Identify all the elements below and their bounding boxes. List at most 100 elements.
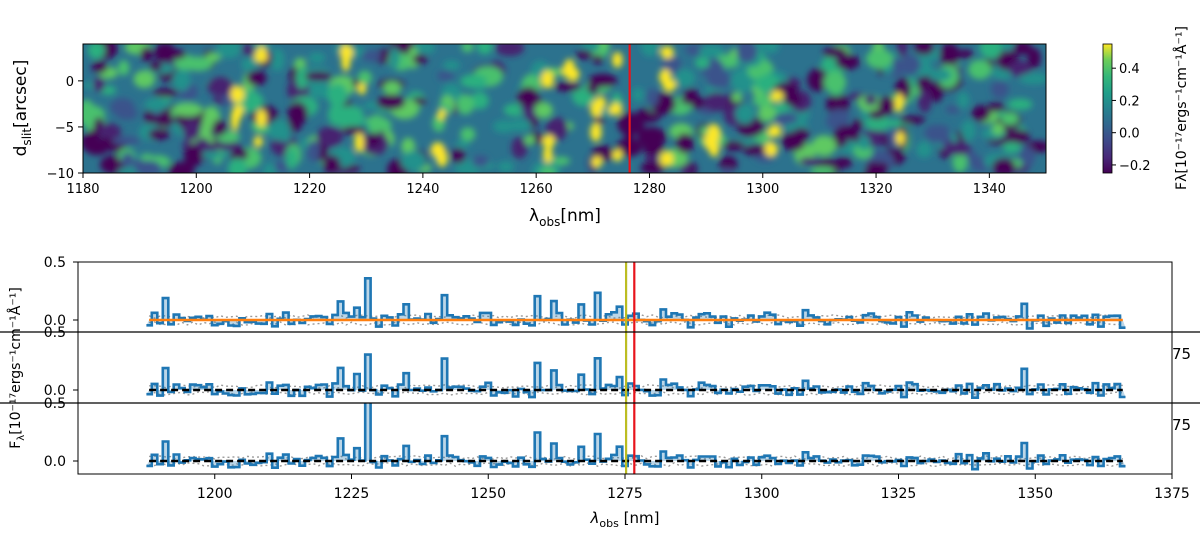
heatmap-blob [637,126,667,147]
heatmap-bright-spot [594,96,606,109]
heatmap-bright-spot [659,69,672,85]
heatmap-blob [470,92,489,110]
heatmap-blob [928,68,952,82]
heatmap-blob [539,166,557,173]
clipped-right-tick-1: 75 [1172,345,1191,363]
heatmap-blob [592,54,604,65]
heatmap-bright-spot [230,109,243,121]
heatmap-blob [917,74,933,95]
heatmap-blob [743,144,766,156]
colorbar-label: Fλ[10⁻¹⁷ergs⁻¹cm⁻¹Å⁻¹] [1173,26,1190,190]
heatmap-blob [83,99,94,122]
heatmap-blob [91,60,108,74]
heatmap-bright-spot [709,141,720,157]
heatmap-blob [183,145,203,167]
heatmap-bright-spot [894,93,904,113]
heatmap-blob [93,76,105,92]
heatmap-blob [214,140,241,151]
spectrum-y-tick-label: 0.0 [44,454,66,470]
heatmap-blob [304,71,333,82]
heatmap-blob [781,131,806,152]
heatmap-blob [575,50,594,60]
colorbar-tick-label: 0.4 [1119,62,1140,77]
heatmap-blob [823,71,847,94]
heatmap-blob [675,133,694,154]
heatmap-blob [592,145,613,156]
heatmap-blob [968,59,992,80]
heatmap-blob [828,109,851,123]
heatmap-blob [246,70,267,86]
heatmap-blob [228,147,249,161]
heatmap-blob [640,44,660,57]
heatmap-bright-spot [543,146,553,163]
spectrum-line [146,353,1126,399]
heatmap-blob [1007,98,1033,111]
heatmap-blob [719,156,738,172]
heatmap-blob [296,66,308,90]
heatmap-blob [811,135,837,157]
heatmap-blob [952,152,968,173]
clipped-right-tick-2: 75 [1172,416,1191,434]
spectrum-y-tick-label: 0.0 [44,313,66,329]
heatmap-blob [173,103,203,117]
heatmap-ylabel: dslit[arcsec] [11,60,34,157]
heatmap-blob [443,60,461,71]
heatmap-blob [1003,129,1030,144]
heatmap-blob [991,122,1005,136]
heatmap-blob [110,98,135,116]
heatmap-blob [865,115,891,131]
heatmap-blob [497,161,515,173]
heatmap-blob [918,88,932,113]
colorbar: 0.4 0.2 0.0 −0.2 Fλ[10⁻¹⁷ergs⁻¹cm⁻¹Å⁻¹] [1102,26,1190,190]
heatmap-bright-spot [612,149,623,162]
heatmap-blob [456,94,475,115]
heatmap-blob [762,44,780,54]
heatmap-blob [868,109,886,120]
heatmap-bright-spot [437,109,446,121]
heatmap-bright-spot [764,142,778,157]
heatmap-blob [1001,112,1019,125]
heatmap-blob [640,161,665,173]
spectrum-panels: 0.50.00.50.00.50.0 1200 1225 1250 1275 1300 1… [0,255,1200,530]
heatmap-blob [133,70,156,88]
heatmap-blob [140,46,153,62]
heatmap-blob [947,142,971,156]
spectrum-x-tick-label: 1325 [881,486,917,502]
heatmap-blob [322,155,341,173]
heatmap-panel: 1180 1200 1220 1240 1260 1280 1300 1320 1340 0 −5… [11,43,1047,229]
heatmap-blob [545,117,569,141]
heatmap-blob [451,148,466,164]
heatmap-x-tick-label: 1200 [180,182,213,197]
spectrum-x-tick-label: 1275 [607,486,643,502]
heatmap-blob [148,128,170,140]
heatmap-blob [461,44,474,53]
heatmap-blob [153,88,179,98]
heatmap-blob [389,46,400,70]
heatmap-bright-spot [612,52,623,68]
heatmap-blob [112,136,140,145]
heatmap-blob [987,102,1005,112]
heatmap-xlabel: λobs[nm] [529,206,601,229]
spectrum-y-ticks: 0.50.00.50.00.50.0 [44,255,78,470]
spectrum-ylabel: Fλ[10⁻¹⁷ergs⁻¹cm⁻¹Å⁻¹] [7,287,27,449]
heatmap-bright-spot [767,124,782,138]
heatmap-blob [957,49,974,59]
heatmap-blob [476,44,493,55]
heatmap-x-tick-label: 1240 [406,182,439,197]
heatmap-blob [878,95,896,116]
heatmap-frame [82,43,1047,174]
heatmap-bright-spot [253,51,268,63]
spectrum-panel-2 [146,353,1126,399]
heatmap-bright-spot [230,85,245,103]
spectrum-x-tick-label: 1300 [744,486,780,502]
heatmap-blob [383,81,401,96]
heatmap-x-tick-label: 1220 [293,182,326,197]
heatmap-y-tick-label: 0 [66,75,74,90]
heatmap-blob [87,44,106,59]
heatmap-blob [262,162,277,173]
heatmap-blob [857,135,871,151]
heatmap-x-tick-label: 1300 [746,182,779,197]
heatmap-bright-spot [659,151,674,167]
heatmap-blob [865,49,894,69]
